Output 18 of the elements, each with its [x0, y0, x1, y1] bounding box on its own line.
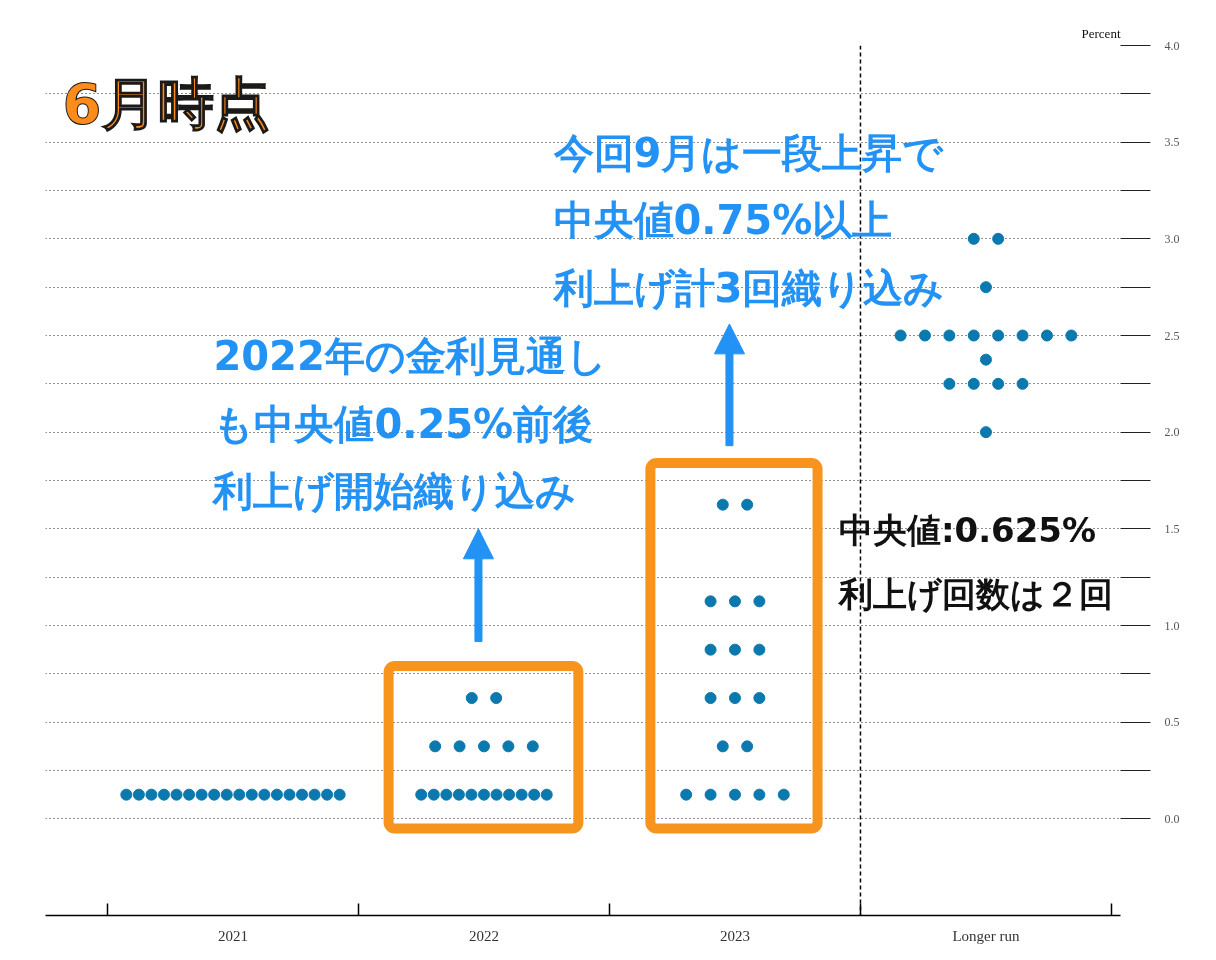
- y-tick-label: 2.0: [1164, 425, 1180, 440]
- y-tick-label: 0.5: [1164, 715, 1180, 730]
- annotation: 今回9月は一段上昇で中央値0.75%以上利上げ計3回織り込み: [551, 129, 945, 311]
- y-tick-label: 1.0: [1164, 618, 1180, 633]
- x-tick-label: 2021: [217, 927, 248, 944]
- annotation: 中央値:0.625%利上げ回数は２回: [836, 509, 1113, 615]
- y-tick-label: 3.0: [1164, 231, 1180, 246]
- x-tick-label: 2023: [719, 927, 750, 944]
- y-tick-label: 0.0: [1164, 811, 1180, 826]
- y-tick-label: 3.5: [1164, 135, 1180, 150]
- x-tick-label: Longer run: [952, 927, 1020, 944]
- y-tick-label: 2.5: [1164, 328, 1180, 343]
- y-tick-label: 4.0: [1164, 38, 1180, 53]
- x-tick-label: 2022: [468, 927, 499, 944]
- annotation: 6月時点: [62, 70, 270, 136]
- y-axis-title: Percent: [1081, 25, 1121, 41]
- annotation: 2022年の金利見通しも中央値0.25%前後利上げ開始織り込み: [211, 332, 607, 515]
- y-tick-label: 1.5: [1164, 521, 1180, 536]
